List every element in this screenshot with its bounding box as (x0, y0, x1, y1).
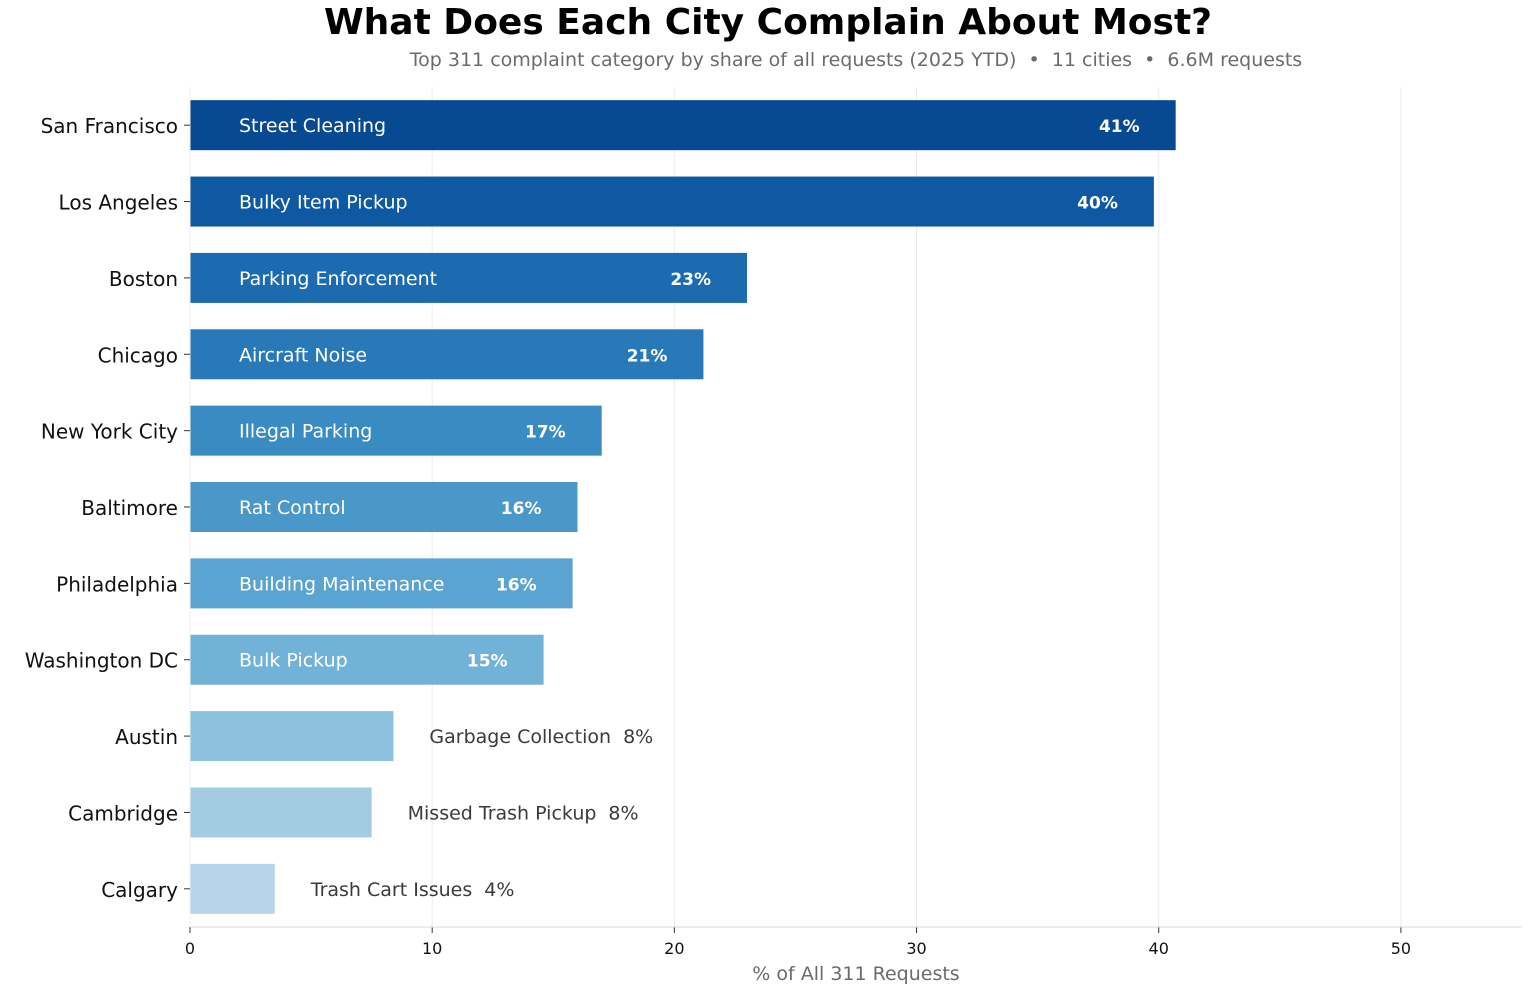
bar-value-label: 16% (501, 499, 542, 519)
x-tick-label: 20 (664, 939, 684, 958)
x-axis: 0 10 20 30 40 50 (185, 926, 1522, 958)
y-tick-label: Philadelphia (56, 572, 178, 596)
bar-category-label: Bulk Pickup (239, 650, 348, 672)
bar-category-label: Rat Control (239, 497, 346, 519)
bar (190, 634, 544, 685)
bar-value-label: 16% (496, 575, 537, 595)
bar-group: Missed Trash Pickup 8% (190, 787, 639, 838)
bar-category-label: Garbage Collection (429, 726, 611, 748)
y-axis: San Francisco Los Angeles Boston Chicago New… (25, 87, 191, 927)
gridlines (431, 87, 1402, 927)
bar (190, 329, 704, 380)
bar (190, 176, 1154, 227)
y-tick-label: New York City (41, 420, 178, 444)
bar-category-label: Aircraft Noise (239, 344, 367, 366)
bar (190, 100, 1176, 151)
y-tick-label: Cambridge (68, 801, 178, 825)
bar (190, 787, 372, 838)
bar (190, 863, 275, 914)
bar-value-label: 8% (623, 726, 653, 748)
bar-category-label: Street Cleaning (239, 115, 386, 137)
bar (190, 711, 394, 762)
bar-value-label: 15% (467, 652, 508, 672)
bar (190, 558, 573, 609)
y-tick-label: Austin (115, 725, 178, 749)
y-tick-label: Washington DC (25, 649, 178, 673)
chart-title: What Does Each City Complain About Most? (324, 2, 1212, 43)
bar-value-label: 4% (484, 879, 514, 901)
bar-value-label: 21% (627, 346, 668, 366)
x-tick-label: 30 (906, 939, 926, 958)
x-tick-label: 10 (422, 939, 442, 958)
bar-group: Illegal Parking 17% (190, 405, 602, 456)
bar-category-label: Trash Cart Issues (310, 879, 473, 901)
bar-group: Garbage Collection 8% (190, 711, 653, 762)
bar-value-label: 41% (1099, 117, 1140, 137)
bar-outside-label: Missed Trash Pickup 8% (408, 802, 639, 824)
bar (190, 482, 578, 532)
y-tick-label: San Francisco (41, 114, 178, 138)
bar-outside-label: Trash Cart Issues 4% (310, 879, 515, 901)
bar-group: Bulky Item Pickup 40% (190, 176, 1154, 227)
bar-category-label: Bulky Item Pickup (239, 192, 408, 214)
bar-group: Aircraft Noise 21% (190, 329, 704, 380)
y-tick-label: Los Angeles (59, 191, 178, 215)
y-tick-label: Boston (109, 267, 178, 291)
x-tick-label: 0 (185, 939, 195, 958)
bar-group: Rat Control 16% (190, 482, 578, 532)
bar-value-label: 17% (525, 423, 566, 443)
bar-category-label: Building Maintenance (239, 573, 444, 595)
bar-group: Bulk Pickup 15% (190, 634, 544, 685)
x-tick-label: 50 (1391, 939, 1411, 958)
x-axis-label: % of All 311 Requests (752, 963, 959, 985)
bar-value-label: 40% (1077, 194, 1118, 214)
bar (190, 405, 602, 456)
bar (190, 252, 748, 303)
bar-category-label: Illegal Parking (239, 421, 372, 443)
bars: Street Cleaning 41% Bulky Item Pickup 40% Pa… (190, 100, 1176, 914)
y-tick-label: Baltimore (81, 496, 178, 520)
x-tick-label: 40 (1149, 939, 1169, 958)
chart-subtitle: Top 311 complaint category by share of a… (409, 49, 1302, 71)
bar-group: Parking Enforcement 23% (190, 252, 748, 303)
bar-value-label: 23% (670, 270, 711, 290)
bar-group: Street Cleaning 41% (190, 100, 1176, 151)
bar-outside-label: Garbage Collection 8% (429, 726, 653, 748)
bar-group: Trash Cart Issues 4% (190, 863, 515, 914)
y-tick-label: Chicago (98, 343, 178, 367)
bar-category-label: Missed Trash Pickup (408, 802, 597, 824)
y-tick-label: Calgary (101, 878, 178, 902)
bar-group: Building Maintenance 16% (190, 558, 573, 609)
bar-value-label: 8% (608, 802, 638, 824)
bar-category-label: Parking Enforcement (239, 268, 437, 290)
